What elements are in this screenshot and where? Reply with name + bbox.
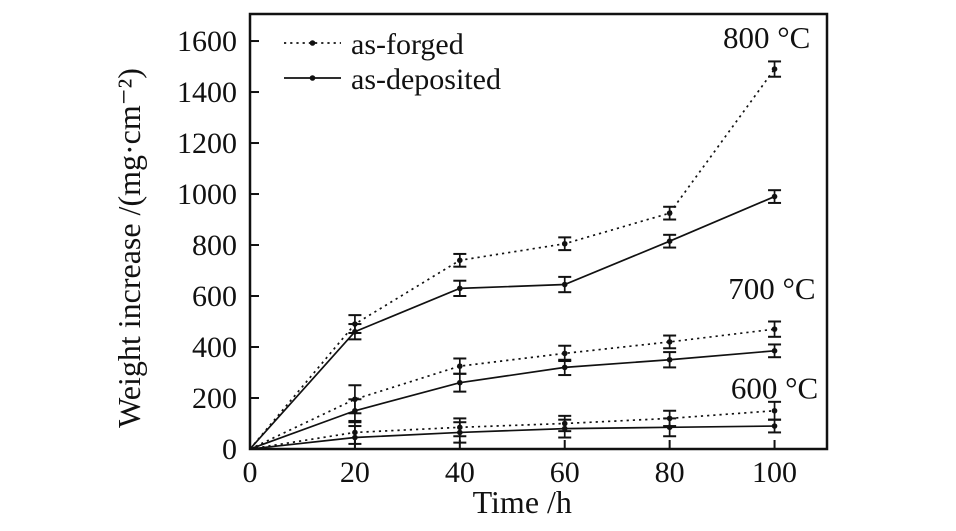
legend-label: as-deposited xyxy=(351,63,501,96)
data-point-marker xyxy=(666,238,673,244)
temperature-label: 700 °C xyxy=(728,271,815,306)
y-axis-tick-label: 200 xyxy=(192,382,237,415)
y-axis-tick-label: 1400 xyxy=(177,76,237,109)
data-point-marker xyxy=(457,379,463,386)
y-axis-tick-label: 1600 xyxy=(177,25,237,58)
x-axis-tick-label: 0 xyxy=(243,456,258,489)
y-axis-tick-label: 600 xyxy=(192,280,237,313)
data-point-marker xyxy=(352,328,358,335)
data-point-marker xyxy=(771,193,778,200)
x-axis-tick-label: 40 xyxy=(445,456,475,489)
data-point-marker xyxy=(666,339,673,345)
y-axis-tick-label: 1000 xyxy=(177,178,237,211)
x-axis-tick-label: 80 xyxy=(655,456,685,489)
temperature-label: 600 °C xyxy=(731,370,818,405)
x-axis-tick-label: 20 xyxy=(340,456,370,489)
data-point-marker xyxy=(561,281,568,288)
data-point-marker xyxy=(561,364,568,371)
y-axis-tick-label: 1200 xyxy=(177,127,237,160)
y-axis-tick-label: 800 xyxy=(192,229,237,262)
series-line-600C-as-forged xyxy=(249,409,775,450)
y-axis-title: Weight increase /(mg·cm⁻²) xyxy=(111,68,147,428)
plot-frame xyxy=(248,12,829,451)
data-point-marker xyxy=(561,240,568,247)
data-point-marker xyxy=(771,407,778,414)
data-point-marker xyxy=(771,423,778,429)
legend-label: as-forged xyxy=(351,28,464,61)
data-point-marker xyxy=(666,210,673,216)
legend-marker xyxy=(309,75,316,81)
data-point-marker xyxy=(457,429,463,436)
series-line-800C-as-forged xyxy=(249,68,776,450)
data-point-marker xyxy=(666,424,673,431)
series-line-600C-as-deposited xyxy=(249,425,775,450)
x-axis-tick-label: 60 xyxy=(550,456,580,489)
temperature-label: 800 °C xyxy=(723,20,810,55)
data-point-marker xyxy=(771,66,778,72)
data-point-marker xyxy=(666,356,673,363)
data-point-marker xyxy=(352,434,358,441)
data-point-marker xyxy=(561,425,568,432)
x-axis-tick-label: 100 xyxy=(752,456,797,489)
data-point-marker xyxy=(771,326,778,332)
data-point-marker xyxy=(771,348,778,354)
x-axis-title: Time /h xyxy=(473,484,572,520)
data-point-marker xyxy=(457,363,463,369)
data-point-marker xyxy=(352,407,358,414)
legend-marker xyxy=(309,40,316,46)
series-line-700C-as-deposited xyxy=(249,349,775,450)
data-point-marker xyxy=(457,257,463,264)
series-line-800C-as-deposited xyxy=(249,195,775,450)
data-point-marker xyxy=(561,350,568,357)
y-axis-tick-label: 0 xyxy=(222,433,237,466)
y-axis-tick-label: 400 xyxy=(192,331,237,364)
data-point-marker xyxy=(457,285,463,292)
